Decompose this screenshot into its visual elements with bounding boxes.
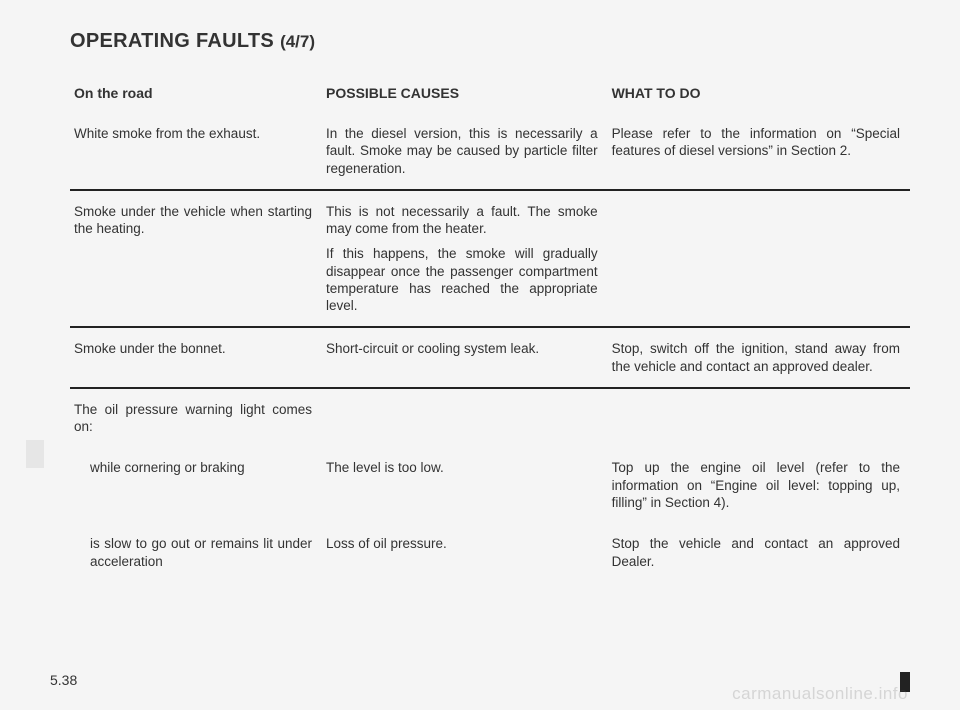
cell-action: [608, 190, 910, 328]
cell-symptom: The oil pressure warning light comes on:: [70, 388, 322, 448]
cell-cause: In the diesel version, this is necessari…: [322, 113, 608, 190]
cell-symptom-sub: while cornering or braking: [70, 447, 322, 523]
cell-action: Stop, switch off the ignition, stand awa…: [608, 327, 910, 388]
table-header-row: On the road POSSIBLE CAUSES WHAT TO DO: [70, 77, 910, 113]
table-row: Smoke under the bonnet. Short-circuit or…: [70, 327, 910, 388]
cell-cause: Short-circuit or cooling system leak.: [322, 327, 608, 388]
cell-symptom-sub: is slow to go out or remains lit under a…: [70, 523, 322, 582]
page-number: 5.38: [50, 672, 77, 688]
spacer: [326, 237, 598, 245]
cell-action: Stop the vehicle and contact an approved…: [608, 523, 910, 582]
col-header-action: WHAT TO DO: [608, 77, 910, 113]
cell-cause: Loss of oil pressure.: [322, 523, 608, 582]
table-row: is slow to go out or remains lit under a…: [70, 523, 910, 582]
col-header-cause: POSSIBLE CAUSES: [322, 77, 608, 113]
cell-cause: The level is too low.: [322, 447, 608, 523]
cell-cause: [322, 388, 608, 448]
table-row: White smoke from the exhaust. In the die…: [70, 113, 910, 190]
cell-action: [608, 388, 910, 448]
page-title-row: OPERATING FAULTS (4/7): [70, 30, 910, 53]
cell-action: Top up the engine oil level (refer to th…: [608, 447, 910, 523]
table-row: while cornering or braking The level is …: [70, 447, 910, 523]
cell-cause-line2: If this happens, the smoke will graduall…: [326, 245, 598, 314]
page-title-counter: (4/7): [280, 32, 315, 52]
col-header-symptom: On the road: [70, 77, 322, 113]
cell-symptom: White smoke from the exhaust.: [70, 113, 322, 190]
table-row: The oil pressure warning light comes on:: [70, 388, 910, 448]
manual-page: OPERATING FAULTS (4/7) On the road POSSI…: [0, 0, 960, 710]
cell-symptom: Smoke under the vehicle when starting th…: [70, 190, 322, 328]
faults-table: On the road POSSIBLE CAUSES WHAT TO DO W…: [70, 77, 910, 582]
watermark: carmanualsonline.info: [732, 684, 908, 704]
page-title-main: OPERATING FAULTS: [70, 30, 274, 53]
table-row: Smoke under the vehicle when starting th…: [70, 190, 910, 328]
cell-symptom: Smoke under the bonnet.: [70, 327, 322, 388]
side-tab-marker: [26, 440, 44, 468]
cell-action: Please refer to the information on “Spec…: [608, 113, 910, 190]
cell-cause: This is not necessarily a fault. The smo…: [322, 190, 608, 328]
cell-cause-line1: This is not necessarily a fault. The smo…: [326, 203, 598, 238]
